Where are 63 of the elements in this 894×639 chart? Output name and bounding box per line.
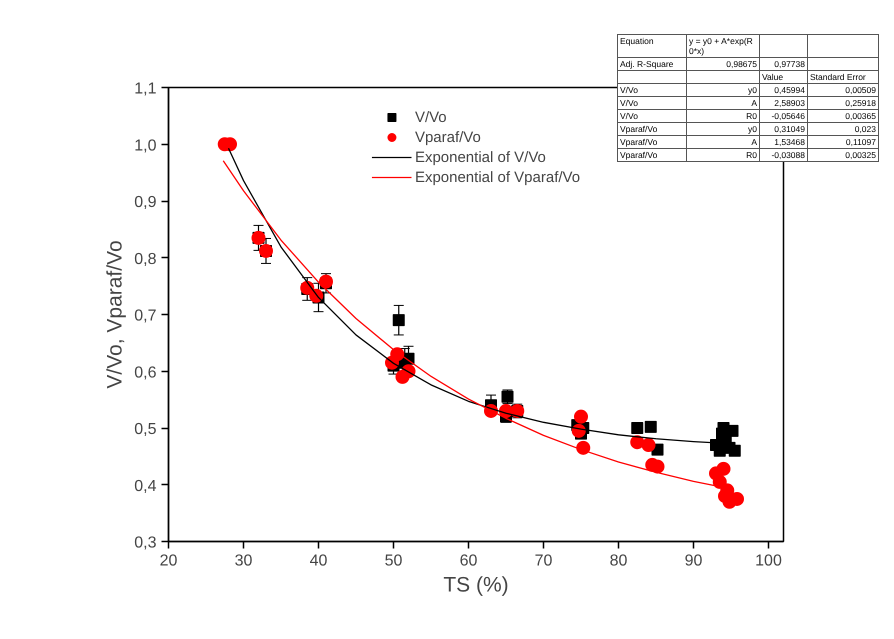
x-tick-label: 90	[684, 552, 702, 570]
y-tick-label: 0,9	[134, 194, 157, 211]
x-tick-label: 70	[534, 552, 552, 570]
y-tick-label: 0,3	[134, 534, 157, 552]
annotation: V/Vo	[618, 96, 686, 110]
x-tick-label: 30	[234, 552, 252, 570]
point	[730, 492, 744, 506]
y-tick-label: 0,8	[134, 250, 157, 268]
text: 0,00509	[808, 84, 878, 96]
annotation: 2,58903	[760, 96, 808, 110]
text: 0,00325	[808, 148, 878, 162]
text: 0,11097	[808, 136, 878, 148]
x-axis-title: TS (%)	[443, 574, 509, 596]
x-tick-label: 50	[384, 552, 402, 570]
y-tick-label: 0,7	[134, 308, 157, 324]
annotation: 0,45994	[760, 84, 808, 96]
text: Adj. R-Square	[618, 58, 686, 70]
x-tick-label: 20	[160, 552, 178, 570]
text: 0,00365	[808, 110, 878, 122]
y-axis-title: V/Vo, Vparaf/Vo	[103, 240, 126, 389]
text: y = y0 + A*exp(R0*x)	[686, 34, 760, 58]
annotation: 1,53468	[760, 136, 808, 148]
legend-label: Vparaf/Vo	[414, 128, 481, 146]
point	[574, 410, 588, 424]
legend-label: Exponential of Vparaf/Vo	[414, 168, 580, 186]
legend-label: V/Vo	[414, 108, 447, 126]
annotation: Vparaf/Vo	[618, 148, 686, 162]
y-tick-label: 0,5	[134, 421, 157, 438]
y-tick-label: 0,6	[134, 364, 157, 382]
point	[644, 420, 657, 433]
x-tick-label: 80	[610, 552, 628, 570]
text: 0,023	[808, 122, 878, 136]
point	[728, 444, 741, 457]
text: Standard Error	[808, 70, 878, 84]
text: Value	[760, 70, 808, 84]
annotation: V/Vo	[618, 84, 686, 96]
annotation: -0,05646	[760, 110, 808, 122]
annotation: A	[686, 136, 760, 148]
point	[631, 422, 644, 434]
annotation: Vparaf/Vo	[618, 122, 686, 136]
y-tick-label: 0,4	[134, 478, 157, 495]
point	[716, 462, 730, 476]
legend-label: Exponential of V/Vo	[414, 148, 546, 166]
annotation: A	[686, 96, 760, 110]
point	[392, 314, 405, 326]
y-tick-label: 1,1	[134, 80, 157, 98]
x-tick-label: 40	[310, 552, 328, 570]
text: 0,98675	[686, 58, 760, 70]
annotation: Vparaf/Vo	[618, 136, 686, 148]
annotation: y0	[686, 84, 760, 96]
y-tick-label: 1,0	[134, 137, 157, 154]
point	[642, 438, 656, 452]
annotation: -0,03088	[760, 148, 808, 162]
annotation: V/Vo	[618, 110, 686, 122]
text: 0,97738	[760, 58, 808, 70]
x-tick-label: 60	[460, 552, 478, 570]
text: 0,25918	[808, 96, 878, 110]
annotation: y0	[686, 122, 760, 136]
x-tick-label: 100	[755, 552, 782, 570]
annotation: 0,31049	[760, 122, 808, 136]
annotation: R0	[686, 148, 760, 162]
annotation: R0	[686, 110, 760, 122]
text: Equation	[618, 34, 686, 58]
